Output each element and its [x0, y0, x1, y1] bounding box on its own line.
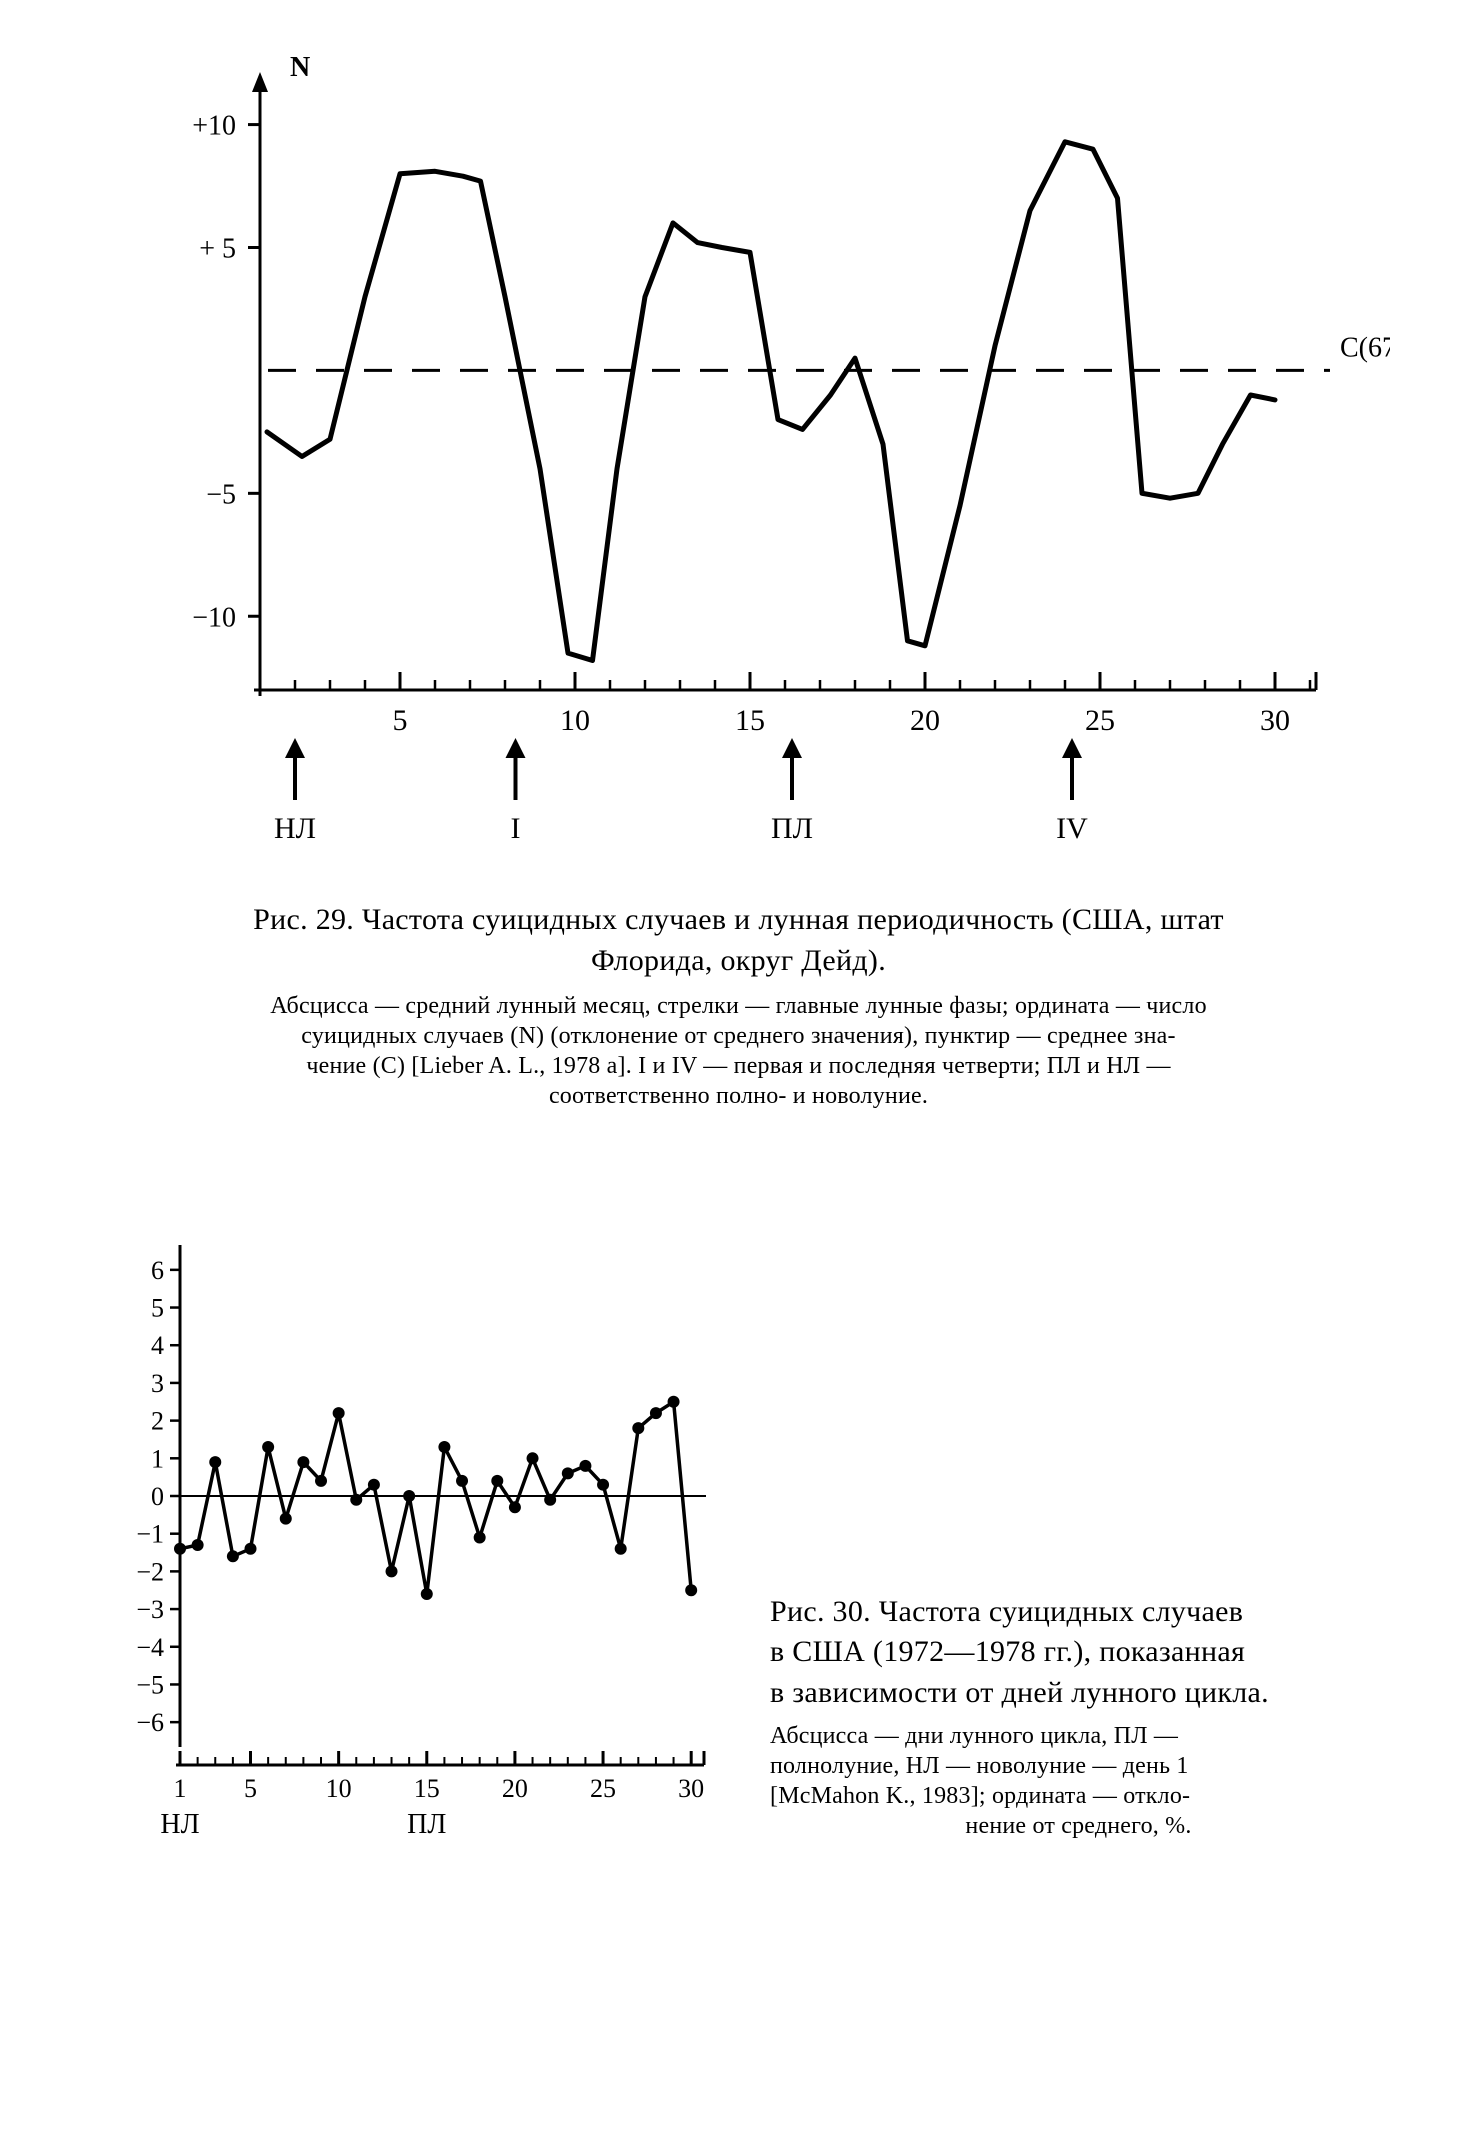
svg-text:IV: IV	[1056, 812, 1088, 845]
svg-text:−5: −5	[206, 479, 236, 510]
svg-text:6: 6	[151, 1256, 164, 1285]
chart-29-svg: N −10 −5 + 5 +10 C(67) 5 10 15 20 25 30 НЛ I ПЛ IV	[90, 40, 1390, 890]
svg-text:15: 15	[735, 704, 765, 737]
svg-text:1: 1	[151, 1444, 164, 1473]
svg-text:−10: −10	[192, 602, 236, 633]
svg-text:1: 1	[174, 1774, 187, 1803]
svg-text:I: I	[511, 812, 521, 845]
svg-text:−5: −5	[136, 1670, 164, 1699]
svg-text:+ 5: + 5	[199, 234, 236, 265]
caption-30-sub-line4: нение от среднего, %.	[770, 1811, 1387, 1841]
svg-text:0: 0	[151, 1482, 164, 1511]
chart-30: −6−5−4−3−2−10123456151015202530НЛПЛ	[90, 1231, 730, 1871]
caption-29-title-line1: Рис. 29. Частота суицидных случаев и лун…	[90, 900, 1387, 941]
svg-text:25: 25	[590, 1774, 616, 1803]
svg-text:2: 2	[151, 1407, 164, 1436]
caption-30: Рис. 30. Частота суицидных случаев в США…	[770, 1592, 1387, 1872]
svg-text:ПЛ: ПЛ	[407, 1809, 446, 1840]
svg-text:20: 20	[910, 704, 940, 737]
svg-text:−2: −2	[136, 1557, 164, 1586]
caption-29-sub-line2: суицидных случаев (N) (отклонение от сре…	[90, 1021, 1387, 1051]
caption-29-sub-line1: Абсцисса — средний лунный месяц, стрелки…	[90, 991, 1387, 1021]
svg-text:+10: +10	[192, 111, 236, 142]
svg-text:15: 15	[414, 1774, 440, 1803]
svg-text:−6: −6	[136, 1708, 164, 1737]
svg-text:−4: −4	[136, 1633, 164, 1662]
caption-29-sub-line3: чение (C) [Lieber A. L., 1978 a]. I и IV…	[90, 1051, 1387, 1081]
svg-text:−3: −3	[136, 1595, 164, 1624]
bottom-row: −6−5−4−3−2−10123456151015202530НЛПЛ Рис.…	[90, 1231, 1387, 1871]
page: N−10−5+ 5+10C(67)51015202530НЛIПЛIV Рис.…	[0, 0, 1477, 2151]
caption-30-sub-line1: Абсцисса — дни лунного цикла, ПЛ —	[770, 1721, 1387, 1751]
spacer	[770, 1713, 1387, 1721]
svg-text:C(67): C(67)	[1340, 332, 1390, 363]
caption-29-title-line2: Флорида, округ Дейд).	[90, 941, 1387, 982]
svg-text:5: 5	[151, 1294, 164, 1323]
svg-text:20: 20	[502, 1774, 528, 1803]
caption-29-sub-line4: соответственно полно- и новолуние.	[90, 1081, 1387, 1111]
caption-30-title-line3: в зависимости от дней лунного цикла.	[770, 1673, 1387, 1714]
svg-text:10: 10	[326, 1774, 352, 1803]
svg-text:5: 5	[393, 704, 408, 737]
chart-30-svg: −6−5−4−3−2−10123456151015202530НЛПЛ	[90, 1231, 730, 1871]
caption-29: Рис. 29. Частота суицидных случаев и лун…	[90, 900, 1387, 1111]
svg-text:25: 25	[1085, 704, 1115, 737]
svg-text:30: 30	[678, 1774, 704, 1803]
svg-text:ПЛ: ПЛ	[771, 812, 813, 845]
svg-text:N: N	[290, 52, 310, 83]
svg-text:5: 5	[244, 1774, 257, 1803]
svg-text:3: 3	[151, 1369, 164, 1398]
svg-text:−1: −1	[136, 1520, 164, 1549]
svg-text:НЛ: НЛ	[160, 1809, 199, 1840]
svg-text:30: 30	[1260, 704, 1290, 737]
caption-30-title-line1: Рис. 30. Частота суицидных случаев	[770, 1592, 1387, 1633]
svg-text:4: 4	[151, 1331, 164, 1360]
svg-text:НЛ: НЛ	[274, 812, 316, 845]
chart-29: N −10 −5 + 5 +10 C(67) 5 10 15 20 25 30 НЛ I ПЛ IV	[90, 40, 1387, 890]
caption-30-sub-line2: полнолуние, НЛ — новолуние — день 1	[770, 1751, 1387, 1781]
svg-text:10: 10	[560, 704, 590, 737]
spacer	[90, 981, 1387, 991]
caption-30-sub-line3: [McMahon K., 1983]; ордината — откло-	[770, 1781, 1387, 1811]
spacer-between	[90, 1111, 1387, 1231]
caption-30-title-line2: в США (1972—1978 гг.), показанная	[770, 1632, 1387, 1673]
